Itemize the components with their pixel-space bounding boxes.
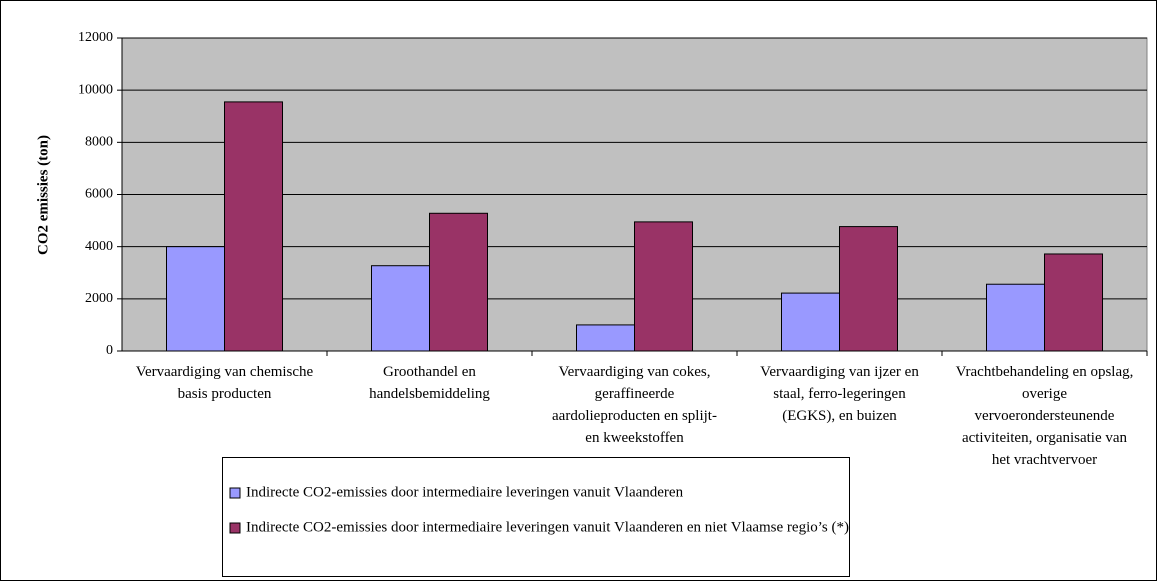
x-tick-label-box: Vervaardiging van cokes, geraffineerde a… <box>552 364 717 446</box>
x-tick-label: Vervaardiging van chemische basis produc… <box>135 364 314 402</box>
y-tick-label: 8000 <box>85 135 113 150</box>
y-tick-label: 0 <box>106 343 113 358</box>
bar <box>781 292 840 352</box>
legend-label: Indirecte CO2-emissies door intermediair… <box>246 484 684 500</box>
x-tick-label-box: Vrachtbehandeling en opslag, overige ver… <box>955 364 1134 468</box>
x-tick-label-box: Vervaardiging van chemische basis produc… <box>135 364 314 402</box>
x-tick-label: Vervaardiging van ijzer en staal, ferro-… <box>760 364 919 424</box>
x-tick-label-box: Groothandel en handelsbemiddeling <box>369 364 490 402</box>
y-tick-label: 6000 <box>85 187 113 202</box>
x-tick-label: Vrachtbehandeling en opslag, overige ver… <box>955 364 1134 468</box>
x-tick-label: Vervaardiging van cokes, geraffineerde a… <box>552 364 717 446</box>
legend-swatch <box>229 522 241 534</box>
bar <box>166 246 225 352</box>
bar <box>576 324 635 352</box>
y-tick-label: 12000 <box>78 30 113 45</box>
y-tick-label: 4000 <box>85 239 113 254</box>
y-tick-label: 10000 <box>78 82 113 97</box>
legend-box <box>222 457 850 577</box>
bar <box>371 265 430 352</box>
legend-swatch <box>229 487 241 499</box>
y-tick-label: 2000 <box>85 291 113 306</box>
y-axis-label: CO2 emissies (ton) <box>35 135 51 255</box>
bar <box>634 221 693 352</box>
bar <box>429 212 488 352</box>
bar <box>839 226 898 352</box>
bar <box>1044 253 1103 352</box>
x-tick-label: Groothandel en handelsbemiddeling <box>369 364 490 402</box>
bar <box>224 101 283 352</box>
legend-label: Indirecte CO2-emissies door intermediair… <box>246 519 849 535</box>
x-tick-label-box: Vervaardiging van ijzer en staal, ferro-… <box>760 364 919 424</box>
bar <box>986 283 1045 352</box>
